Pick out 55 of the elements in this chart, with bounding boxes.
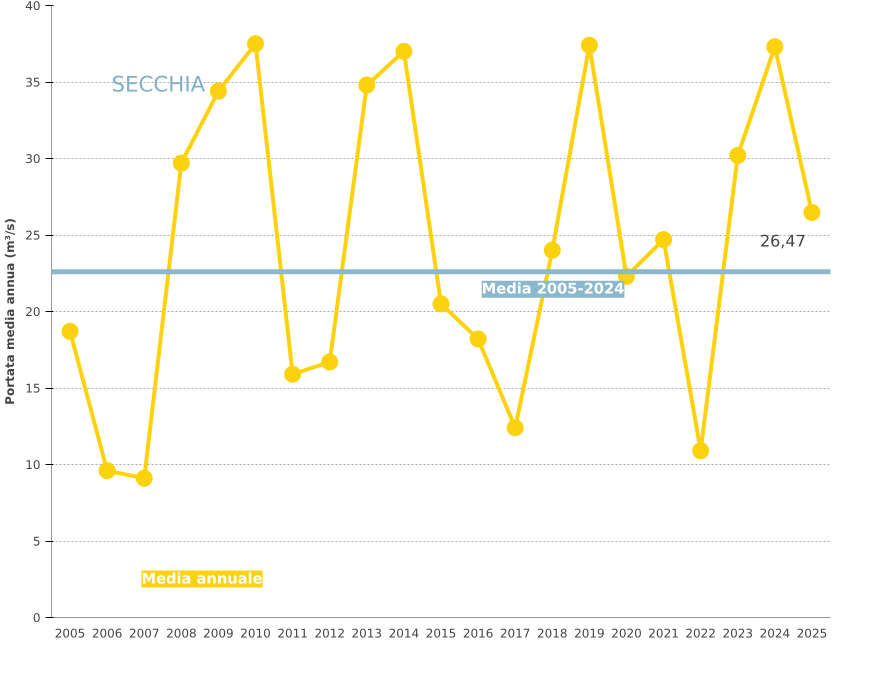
y-tick-label: 25 bbox=[25, 228, 41, 242]
y-tick-label: 40 bbox=[25, 0, 41, 13]
point bbox=[432, 295, 450, 312]
point bbox=[506, 419, 524, 436]
point bbox=[358, 76, 376, 94]
x-tick-label: 2020 bbox=[611, 626, 642, 640]
point bbox=[98, 462, 116, 480]
text: SECCHIA bbox=[112, 72, 206, 98]
y-tick-label: 0 bbox=[32, 611, 41, 625]
x-tick-label: 2019 bbox=[574, 626, 605, 640]
x-tick-label: 2025 bbox=[796, 626, 828, 640]
x-tick-label: 2016 bbox=[462, 626, 494, 640]
x-tick-label: 2017 bbox=[500, 626, 530, 640]
y-tick-label: 35 bbox=[25, 76, 41, 90]
point bbox=[284, 366, 302, 383]
y-tick-label: 15 bbox=[25, 382, 41, 396]
x-tick-label: 2011 bbox=[277, 626, 308, 640]
point bbox=[655, 231, 672, 248]
point bbox=[580, 36, 598, 54]
x-tick-label: 2009 bbox=[203, 626, 234, 640]
point bbox=[136, 470, 153, 487]
x-tick-label: 2006 bbox=[92, 626, 122, 640]
point bbox=[766, 38, 784, 56]
x-tick-label: 2014 bbox=[388, 626, 420, 640]
y-tick-label: 30 bbox=[25, 152, 41, 166]
x-tick-label: 2012 bbox=[314, 626, 345, 640]
x-tick-label: 2013 bbox=[352, 626, 382, 640]
x-tick-label: 2005 bbox=[54, 626, 86, 640]
point bbox=[395, 42, 412, 60]
point bbox=[247, 35, 264, 52]
point bbox=[172, 154, 190, 172]
y-tick-label: 20 bbox=[25, 305, 41, 319]
point bbox=[803, 204, 820, 221]
point bbox=[62, 322, 79, 340]
x-tick-label: 2018 bbox=[537, 626, 568, 640]
y-tick-label: 10 bbox=[25, 458, 41, 472]
x-tick-label: 2010 bbox=[240, 626, 271, 640]
x-tick-label: 2008 bbox=[166, 626, 197, 640]
point bbox=[544, 242, 561, 259]
point bbox=[470, 330, 487, 348]
y-tick-label: 5 bbox=[32, 534, 41, 548]
point bbox=[321, 354, 338, 370]
x-tick-label: 2015 bbox=[426, 626, 456, 640]
x-tick-label: 2023 bbox=[722, 626, 754, 640]
point bbox=[729, 146, 746, 164]
x-tick-label: 2007 bbox=[128, 626, 160, 640]
data-label: 26,47 bbox=[760, 232, 806, 251]
x-tick-label: 2022 bbox=[685, 626, 716, 640]
x-tick-label: 2021 bbox=[648, 626, 679, 640]
ref-line-label: Media 2005-2024 bbox=[482, 280, 624, 298]
point bbox=[210, 82, 227, 100]
x-tick-label: 2024 bbox=[760, 626, 790, 640]
point bbox=[692, 442, 710, 460]
y-axis-title: Portata media annua (m³/s) bbox=[3, 218, 18, 405]
text: Media annuale bbox=[142, 570, 263, 588]
